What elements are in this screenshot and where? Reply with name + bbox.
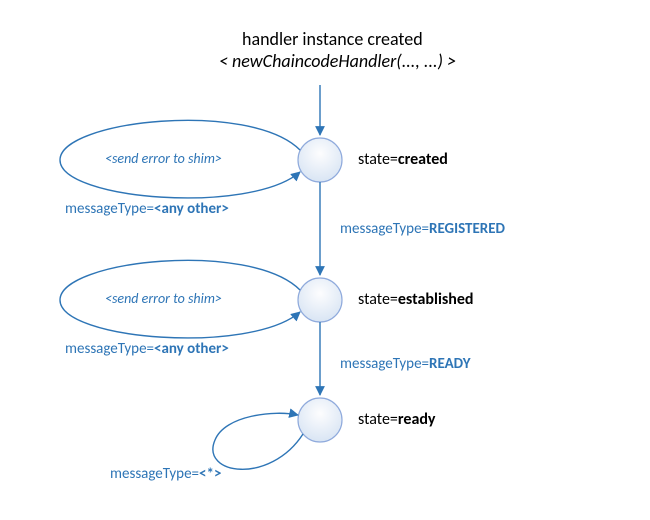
state-diagram (0, 0, 650, 520)
title-line2: < newChaincodeHandler(..., ...) > (219, 50, 456, 72)
label-state-ready: state=ready (358, 410, 436, 429)
title-line1: handler instance created (242, 28, 423, 50)
node-created (298, 138, 342, 182)
label-state-created: state=created (358, 150, 448, 169)
label-self-created-below: messageType=<any other> (65, 200, 229, 218)
label-self-created-inner: <send error to shim> (105, 150, 222, 167)
node-ready (298, 398, 342, 442)
label-self-established-inner: <send error to shim> (105, 290, 222, 307)
label-edge-ready: messageType=READY (340, 355, 471, 373)
label-state-established: state=established (358, 290, 473, 309)
label-edge-registered: messageType=REGISTERED (340, 220, 505, 238)
label-self-established-below: messageType=<any other> (65, 340, 229, 358)
edge-self-ready (213, 413, 303, 469)
node-established (298, 278, 342, 322)
label-self-ready: messageType=<*> (110, 465, 221, 483)
